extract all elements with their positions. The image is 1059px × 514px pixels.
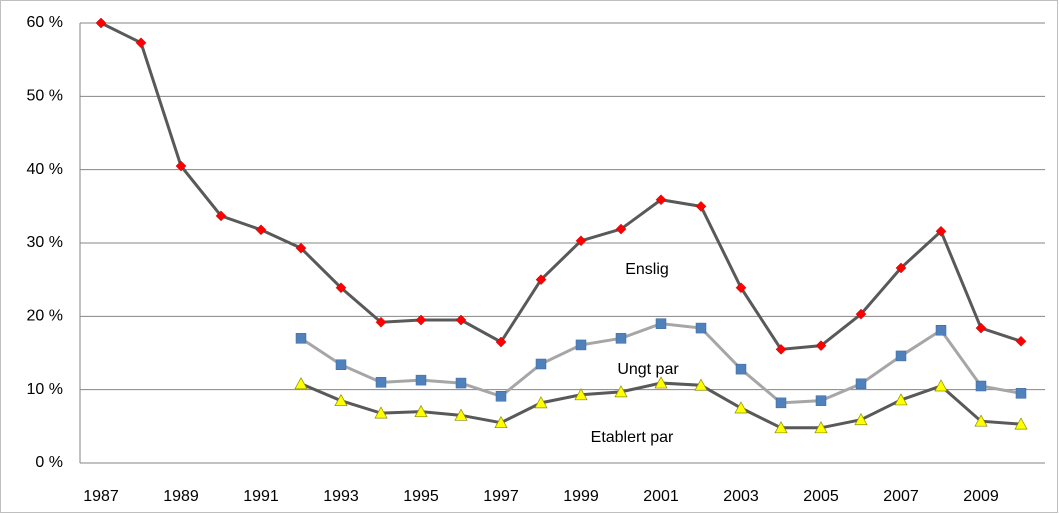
marker xyxy=(575,235,587,247)
marker xyxy=(295,333,307,344)
x-tick-label: 2005 xyxy=(803,488,839,505)
y-tick-label: 50 % xyxy=(27,88,63,105)
marker xyxy=(95,17,107,29)
marker xyxy=(1015,335,1027,347)
y-tick-label: 10 % xyxy=(27,381,63,398)
y-tick-label: 60 % xyxy=(27,14,63,31)
marker xyxy=(295,242,307,254)
x-tick-label: 1989 xyxy=(163,488,199,505)
marker xyxy=(975,322,987,334)
marker xyxy=(455,314,467,326)
y-tick-label: 20 % xyxy=(27,308,63,325)
y-tick-label: 30 % xyxy=(27,234,63,251)
marker xyxy=(454,408,468,421)
marker xyxy=(695,200,707,212)
marker xyxy=(1014,417,1028,430)
series-label: Ungt par xyxy=(617,361,679,378)
marker xyxy=(574,388,588,401)
x-tick-label: 2009 xyxy=(963,488,999,505)
marker xyxy=(375,316,387,328)
marker xyxy=(934,379,948,392)
marker xyxy=(1015,388,1027,399)
marker xyxy=(854,413,868,426)
marker xyxy=(655,318,667,329)
marker xyxy=(615,333,627,344)
x-tick-label: 2001 xyxy=(643,488,679,505)
marker xyxy=(294,377,308,390)
marker xyxy=(895,350,907,362)
marker xyxy=(654,376,668,389)
marker xyxy=(495,391,507,402)
marker xyxy=(894,393,908,406)
marker xyxy=(734,401,748,414)
marker xyxy=(575,339,587,351)
x-tick-label: 1995 xyxy=(403,488,439,505)
marker xyxy=(935,225,947,237)
marker xyxy=(974,414,988,427)
marker xyxy=(614,385,628,398)
series-label: Enslig xyxy=(625,261,669,278)
marker xyxy=(375,377,387,388)
marker xyxy=(655,194,667,206)
marker xyxy=(815,395,827,406)
marker xyxy=(535,274,547,286)
marker xyxy=(455,377,467,389)
marker xyxy=(135,37,147,49)
marker xyxy=(215,210,227,222)
x-tick-label: 2007 xyxy=(883,488,919,505)
marker xyxy=(534,396,548,409)
series-line xyxy=(100,21,1022,351)
marker xyxy=(615,223,627,235)
marker xyxy=(334,393,348,407)
marker xyxy=(695,322,707,334)
series-label: Etablert par xyxy=(591,429,674,446)
marker xyxy=(775,397,787,409)
marker xyxy=(935,325,947,336)
x-tick-label: 2003 xyxy=(723,488,759,505)
y-tick-label: 0 % xyxy=(35,454,63,471)
marker xyxy=(815,340,827,352)
marker xyxy=(775,343,787,355)
marker xyxy=(774,421,788,434)
marker xyxy=(335,282,347,294)
x-tick-label: 1993 xyxy=(323,488,359,505)
x-tick-label: 1997 xyxy=(483,488,519,505)
marker xyxy=(895,262,907,274)
marker xyxy=(855,308,867,320)
marker xyxy=(494,415,508,429)
x-tick-label: 1999 xyxy=(563,488,599,505)
marker xyxy=(374,406,388,419)
x-tick-label: 1991 xyxy=(243,488,279,505)
marker xyxy=(415,314,427,326)
marker xyxy=(975,380,987,392)
marker xyxy=(694,378,708,391)
marker xyxy=(255,224,267,236)
marker xyxy=(175,160,187,172)
marker xyxy=(735,282,747,294)
marker xyxy=(814,421,828,434)
marker xyxy=(495,336,507,348)
marker xyxy=(415,374,427,386)
marker xyxy=(414,404,428,418)
y-tick-label: 40 % xyxy=(27,161,63,178)
marker xyxy=(735,363,747,375)
marker xyxy=(335,359,347,370)
x-tick-label: 1987 xyxy=(83,488,119,505)
marker xyxy=(855,378,867,390)
marker xyxy=(535,358,547,370)
